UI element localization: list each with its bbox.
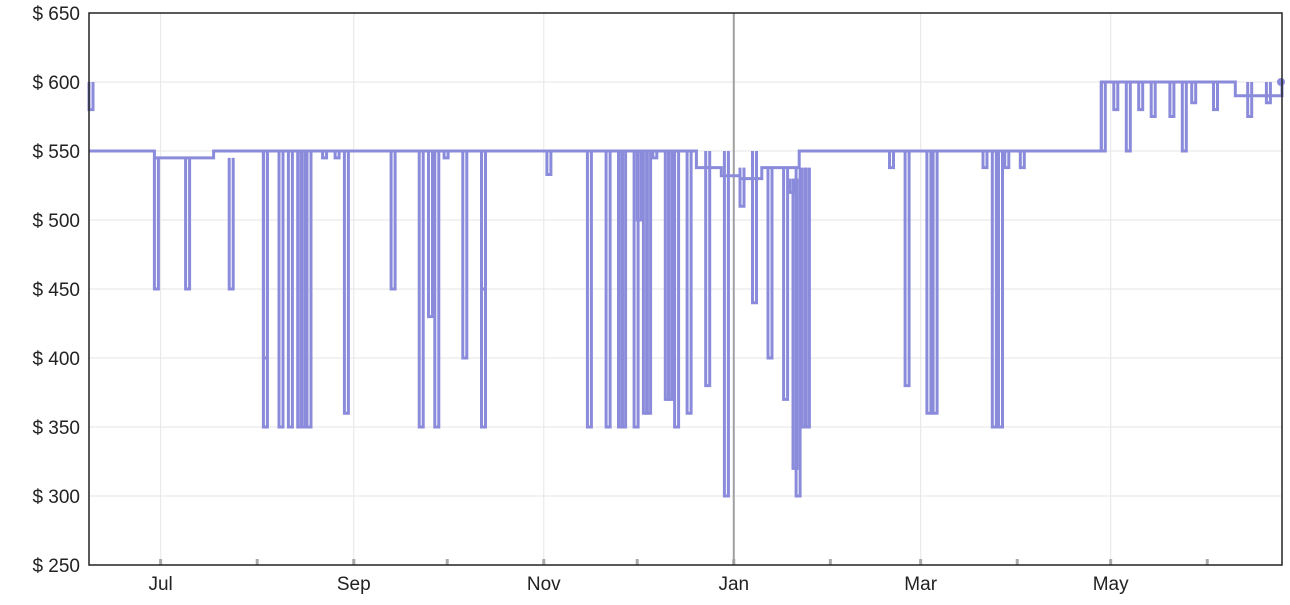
price-dip: [1137, 82, 1145, 112]
price-dip: [1018, 151, 1026, 170]
price-dip: [722, 151, 730, 498]
price-dip: [305, 151, 313, 429]
price-dip: [1112, 82, 1120, 112]
price-dip: [766, 167, 774, 360]
price-dip: [299, 151, 307, 429]
price-dip: [751, 151, 758, 305]
price-dip: [1149, 82, 1157, 118]
price-dip: [997, 151, 1004, 429]
price-dip: [685, 151, 693, 415]
price-dip: [389, 151, 397, 291]
price-dip: [417, 151, 425, 429]
price-dip: [903, 151, 911, 388]
price-dip: [333, 151, 341, 160]
price-dip: [604, 151, 612, 429]
price-dip: [632, 151, 640, 429]
price-dip: [261, 151, 269, 429]
price-dip: [794, 167, 802, 498]
price-dip: [803, 167, 811, 429]
price-dip: [184, 157, 192, 291]
price-dip: [738, 167, 746, 208]
price-dip: [545, 151, 553, 176]
price-dip: [1190, 82, 1198, 105]
price-dip: [620, 151, 628, 429]
x-tick-label: Mar: [904, 574, 937, 595]
price-dip: [321, 151, 329, 160]
y-tick-label: $ 300: [32, 487, 80, 508]
price-dip: [1180, 82, 1188, 153]
price-dip: [433, 151, 441, 429]
price-dip: [645, 151, 653, 415]
y-tick-label: $ 250: [32, 556, 80, 577]
price-dip: [480, 151, 487, 291]
x-tick-label: Sep: [337, 574, 371, 595]
price-dip: [931, 151, 939, 415]
price-dip: [981, 151, 989, 170]
price-dip: [704, 151, 712, 388]
price-dip: [152, 157, 160, 291]
price-dip: [585, 151, 593, 429]
price-dip: [782, 167, 790, 401]
y-tick-label: $ 350: [32, 418, 80, 439]
price-dip: [442, 151, 450, 160]
price-dip: [227, 157, 235, 291]
x-tick-label: May: [1093, 574, 1129, 595]
price-dip: [666, 151, 674, 401]
price-dip: [1264, 82, 1272, 105]
price-dip: [888, 151, 895, 170]
x-tick-label: Nov: [527, 574, 561, 595]
price-dip: [1212, 82, 1219, 112]
price-dip: [673, 151, 681, 429]
y-tick-label: $ 600: [32, 73, 80, 94]
y-tick-label: $ 500: [32, 211, 80, 232]
price-dip: [427, 151, 434, 319]
y-tick-label: $ 550: [32, 142, 80, 163]
current-price-point: [1277, 78, 1285, 86]
price-dip: [461, 151, 469, 360]
y-tick-label: $ 400: [32, 349, 80, 370]
price-dip: [1124, 82, 1132, 153]
x-tick-label: Jul: [148, 574, 172, 595]
price-dip: [342, 151, 350, 415]
y-tick-label: $ 450: [32, 280, 80, 301]
plot-frame: [88, 12, 1283, 566]
y-tick-label: $ 650: [32, 4, 80, 25]
price-dip: [1246, 82, 1254, 118]
price-dip: [1003, 151, 1011, 170]
price-dip: [925, 151, 933, 415]
price-dip: [990, 151, 998, 429]
price-dip: [635, 151, 643, 222]
price-dip: [1099, 82, 1107, 153]
price-dip: [1168, 82, 1176, 118]
price-dip: [277, 151, 285, 429]
price-dip: [286, 151, 294, 429]
price-dip: [651, 151, 659, 160]
x-tick-label: Jan: [718, 574, 749, 595]
